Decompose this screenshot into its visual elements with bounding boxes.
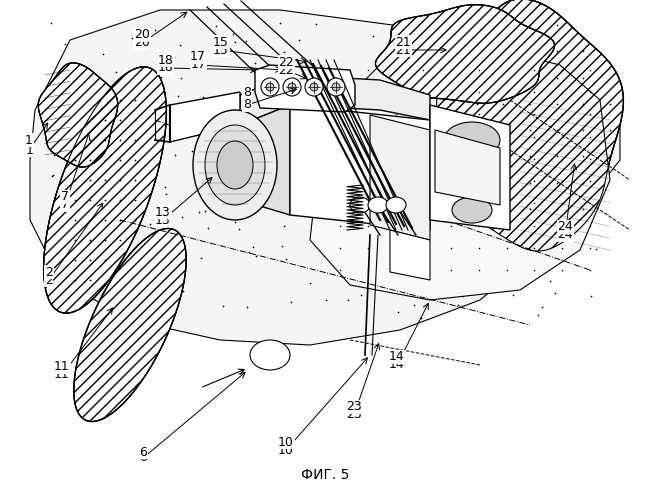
Text: 2: 2 (45, 266, 53, 278)
Text: 22: 22 (278, 56, 294, 68)
Text: 21: 21 (395, 36, 411, 49)
Ellipse shape (288, 83, 296, 91)
Ellipse shape (447, 159, 497, 191)
Ellipse shape (386, 197, 406, 213)
Ellipse shape (217, 141, 253, 189)
Text: 6: 6 (139, 451, 147, 464)
Ellipse shape (305, 78, 323, 96)
Text: 15: 15 (213, 36, 229, 49)
Polygon shape (437, 0, 623, 251)
Text: 7: 7 (61, 190, 69, 203)
Text: 2: 2 (45, 274, 53, 286)
Polygon shape (255, 65, 355, 112)
Text: 17: 17 (190, 58, 206, 71)
Text: 10: 10 (278, 436, 294, 448)
Text: 18: 18 (158, 61, 174, 74)
Text: 24: 24 (558, 228, 573, 241)
Polygon shape (435, 130, 500, 205)
Text: 8: 8 (243, 86, 251, 98)
Ellipse shape (250, 340, 290, 370)
Ellipse shape (368, 197, 388, 213)
Ellipse shape (193, 110, 277, 220)
Polygon shape (74, 228, 186, 422)
Text: 13: 13 (155, 214, 170, 226)
Text: 11: 11 (54, 360, 70, 374)
Polygon shape (170, 92, 240, 142)
Polygon shape (290, 105, 430, 230)
Text: 21: 21 (395, 44, 411, 57)
Text: 14: 14 (389, 350, 405, 364)
Ellipse shape (310, 83, 318, 91)
Text: 1: 1 (25, 134, 33, 146)
Text: 22: 22 (278, 64, 294, 76)
Polygon shape (310, 45, 610, 300)
Text: 23: 23 (346, 400, 362, 413)
Text: 17: 17 (190, 50, 206, 64)
Text: 20: 20 (134, 36, 150, 49)
Ellipse shape (283, 78, 301, 96)
Text: 18: 18 (158, 54, 174, 66)
Text: 1: 1 (25, 144, 33, 156)
Text: 6: 6 (139, 446, 147, 458)
Polygon shape (390, 230, 430, 280)
Text: 13: 13 (155, 206, 171, 218)
Polygon shape (240, 105, 290, 215)
Text: ФИГ. 5: ФИГ. 5 (301, 468, 349, 482)
Polygon shape (44, 67, 166, 313)
Ellipse shape (261, 78, 279, 96)
Polygon shape (30, 10, 620, 345)
Ellipse shape (266, 83, 274, 91)
Text: 20: 20 (134, 28, 150, 42)
Ellipse shape (350, 197, 370, 213)
Text: 14: 14 (389, 358, 404, 372)
Ellipse shape (205, 125, 265, 205)
Text: 11: 11 (54, 368, 70, 382)
Text: 7: 7 (61, 198, 69, 211)
Text: 15: 15 (213, 44, 229, 57)
Polygon shape (370, 115, 430, 240)
Ellipse shape (452, 197, 492, 223)
Polygon shape (376, 4, 554, 103)
Text: 8: 8 (243, 98, 251, 112)
Polygon shape (430, 105, 510, 230)
Polygon shape (240, 75, 430, 125)
Polygon shape (38, 63, 118, 167)
Text: 24: 24 (557, 220, 573, 234)
Text: 10: 10 (278, 444, 294, 456)
Text: 23: 23 (346, 408, 362, 422)
Ellipse shape (444, 122, 500, 158)
Ellipse shape (332, 83, 340, 91)
Ellipse shape (327, 78, 345, 96)
